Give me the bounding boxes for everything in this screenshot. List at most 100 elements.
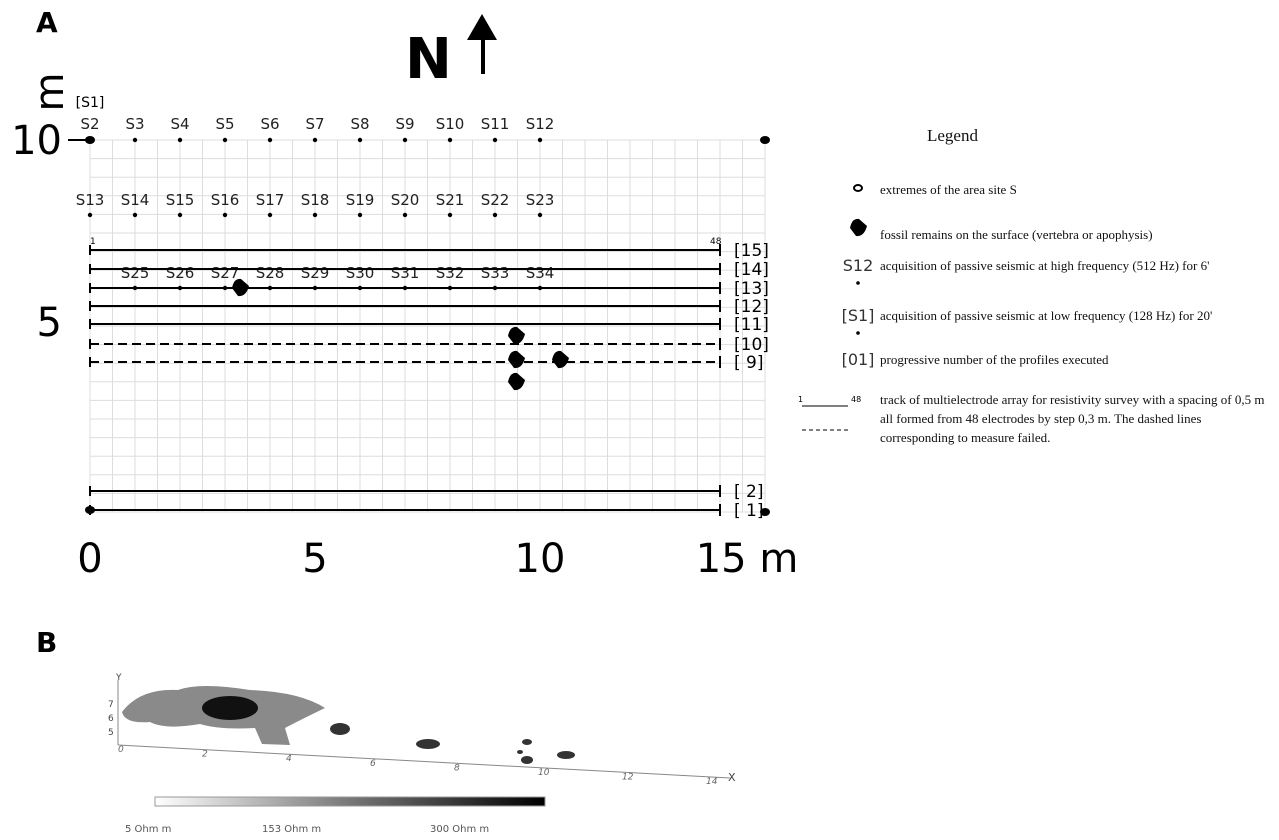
station [358, 213, 362, 217]
station [133, 138, 137, 142]
b-y-axis: Y [115, 673, 122, 683]
station-label: S13 [76, 191, 105, 209]
b-x-tick: 6 [370, 759, 376, 769]
x-tick-label: 10 [515, 536, 566, 582]
x-tick-label: 5 [302, 536, 327, 582]
profile-label: [15] [734, 241, 769, 261]
profile-label: [10] [734, 335, 769, 355]
figure: A B N m 105051015 m[S1]S2S3S4S5S6S7S8S9S… [0, 0, 1279, 840]
legend-text: fossil remains on the surface (vertebra … [880, 225, 1275, 244]
station-label: S8 [350, 115, 369, 133]
electrode-label: 1 [90, 237, 96, 247]
fossil [552, 351, 569, 368]
station [133, 213, 137, 217]
legend-symbol: 1 [798, 395, 803, 404]
station [538, 213, 542, 217]
legend-text: extremes of the area site S [880, 180, 1275, 199]
y-tick-label: 10 [11, 118, 62, 164]
station [448, 138, 452, 142]
x-tick-label: 15 m [696, 536, 799, 582]
b-x-tick: 4 [286, 754, 292, 764]
colorbar-label: 300 Ohm m [430, 824, 489, 835]
station-label: S29 [301, 264, 330, 282]
station-label: S6 [260, 115, 279, 133]
legend-symbol [856, 281, 860, 285]
legend-symbol: S12 [843, 256, 874, 275]
station [538, 138, 542, 142]
y-unit: m [27, 73, 73, 112]
station [403, 213, 407, 217]
station-label: S16 [211, 191, 240, 209]
resistivity-body [557, 751, 575, 759]
colorbar-label: 153 Ohm m [262, 824, 321, 835]
station-label: S11 [481, 115, 510, 133]
station [223, 138, 227, 142]
north-arrow [467, 14, 497, 74]
b-x-tick: 14 [706, 777, 718, 787]
panel-label: B [36, 626, 57, 659]
colorbar [155, 797, 545, 806]
station-label: S25 [121, 264, 150, 282]
electrode-label: 48 [710, 237, 722, 247]
station [313, 213, 317, 217]
profile-label: [ 2] [734, 482, 763, 502]
y-tick-label: 5 [37, 300, 62, 346]
legend-symbol: 48 [851, 395, 861, 404]
station-label: S20 [391, 191, 420, 209]
station-label: S33 [481, 264, 510, 282]
resistivity-body [517, 750, 523, 754]
legend-text: acquisition of passive seismic at low fr… [880, 306, 1275, 325]
b-axis [118, 745, 730, 778]
station-label: S4 [170, 115, 189, 133]
profile-label: [ 9] [734, 353, 763, 373]
legend-text: track of multielectrode array for resist… [880, 390, 1275, 447]
profile-label: [12] [734, 297, 769, 317]
fossil [508, 373, 525, 390]
station-label: S14 [121, 191, 150, 209]
fossil [508, 327, 525, 344]
b-x-tick: 8 [454, 763, 460, 773]
profile-label: [14] [734, 260, 769, 280]
station-label: S15 [166, 191, 195, 209]
station-label: S32 [436, 264, 465, 282]
station-label: S23 [526, 191, 555, 209]
b-x-axis: X [728, 771, 736, 784]
resistivity-core [202, 696, 258, 720]
profile-label: [ 1] [734, 501, 763, 521]
b-y-tick: 6 [108, 714, 114, 724]
station [448, 213, 452, 217]
station-label: S27 [211, 264, 240, 282]
station-label: S10 [436, 115, 465, 133]
station-label: S2 [80, 115, 99, 133]
legend-symbol [854, 185, 862, 191]
station-label: S22 [481, 191, 510, 209]
station-label: S7 [305, 115, 324, 133]
legend-symbol: [01] [842, 350, 875, 369]
panel-label: A [36, 6, 58, 39]
legend-text: progressive number of the profiles execu… [880, 350, 1275, 369]
legend-title: Legend [927, 126, 978, 145]
station [88, 138, 92, 142]
b-x-tick: 12 [622, 773, 634, 783]
station-label: S3 [125, 115, 144, 133]
resistivity-body [522, 739, 532, 745]
station [268, 138, 272, 142]
north-label: N [405, 27, 452, 92]
station [493, 138, 497, 142]
colorbar-label: 5 Ohm m [125, 824, 171, 835]
b-y-tick: 5 [108, 728, 114, 738]
legend-symbol [850, 219, 867, 236]
station-label: S31 [391, 264, 420, 282]
station [223, 213, 227, 217]
b-y-tick: 7 [108, 700, 114, 710]
resistivity-body [416, 739, 440, 749]
station [313, 138, 317, 142]
x-tick-label: 0 [77, 536, 102, 582]
station-label: S28 [256, 264, 285, 282]
legend-text: acquisition of passive seismic at high f… [880, 256, 1275, 275]
station-label: S17 [256, 191, 285, 209]
station-label: [S1] [76, 95, 105, 111]
station-label: S21 [436, 191, 465, 209]
b-x-tick: 10 [538, 768, 550, 778]
b-x-tick: 2 [202, 750, 208, 760]
